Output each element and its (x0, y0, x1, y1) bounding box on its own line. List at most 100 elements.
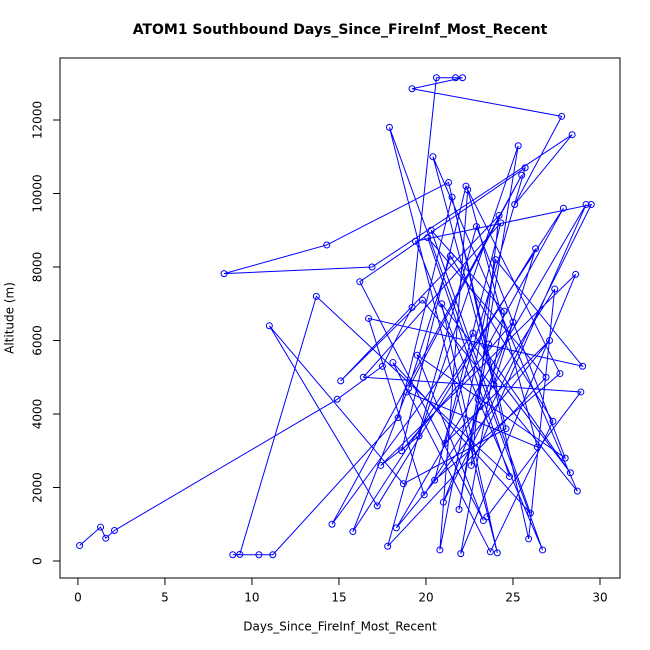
y-tick-label: 10000 (31, 174, 45, 212)
data-point (412, 237, 420, 245)
data-point (514, 142, 522, 150)
data-point (558, 112, 566, 120)
x-tick-label: 30 (592, 591, 607, 605)
data-point (229, 551, 237, 559)
data-point (265, 322, 273, 330)
x-axis-label: Days_Since_FireInf_Most_Recent (243, 620, 437, 634)
data-point (472, 223, 480, 231)
x-tick-label: 15 (331, 591, 346, 605)
data-point (582, 201, 590, 209)
data-point (368, 263, 376, 271)
data-point (441, 439, 449, 447)
data-point (539, 546, 547, 554)
data-point (526, 509, 534, 517)
x-tick-label: 10 (244, 591, 259, 605)
data-point (408, 303, 416, 311)
data-point (577, 388, 585, 396)
data-point (323, 241, 331, 249)
data-point (438, 300, 446, 308)
data-point (479, 517, 487, 525)
data-point (269, 551, 277, 559)
data-point (462, 182, 470, 190)
data-point (399, 480, 407, 488)
data-point (420, 491, 428, 499)
data-point (568, 131, 576, 139)
data-point (566, 469, 574, 477)
data-point (497, 219, 505, 227)
data-point (490, 381, 498, 389)
data-point (385, 123, 393, 131)
data-point (403, 388, 411, 396)
data-point (76, 542, 84, 550)
data-point (500, 307, 508, 315)
data-point (455, 506, 463, 514)
data-point (418, 296, 426, 304)
data-point (398, 447, 406, 455)
data-point (502, 425, 510, 433)
data-point (452, 74, 460, 82)
y-tick-label: 6000 (31, 325, 45, 356)
data-point (525, 535, 533, 543)
data-point (467, 461, 475, 469)
data-point (495, 212, 503, 220)
data-point (572, 270, 580, 278)
x-tick-label: 25 (505, 591, 520, 605)
data-point (389, 359, 397, 367)
data-point (445, 178, 453, 186)
data-point (505, 472, 513, 480)
data-point (392, 524, 400, 532)
data-point (459, 74, 467, 82)
y-tick-label: 12000 (31, 101, 45, 139)
data-point (377, 461, 385, 469)
data-point (436, 546, 444, 554)
data-point (405, 384, 413, 392)
data-point (349, 528, 357, 536)
data-point (408, 85, 416, 93)
data-point (448, 193, 456, 201)
data-point (102, 534, 110, 542)
data-point (521, 164, 529, 172)
data-point (337, 377, 345, 385)
data-point (236, 550, 244, 558)
data-point (220, 270, 228, 278)
data-point (483, 513, 491, 521)
data-point (333, 395, 341, 403)
data-point (579, 362, 587, 370)
data-point (474, 395, 482, 403)
data-point (413, 351, 421, 359)
data-point (464, 186, 472, 194)
x-tick-label: 20 (418, 591, 433, 605)
data-point (493, 549, 501, 557)
data-point (312, 292, 320, 300)
data-point (518, 171, 526, 179)
data-point (424, 234, 432, 242)
x-tick-label: 0 (74, 591, 82, 605)
y-tick-label: 0 (31, 557, 45, 565)
data-point (446, 252, 454, 260)
x-tick-label: 5 (161, 591, 169, 605)
data-point (384, 542, 392, 550)
data-point (509, 318, 517, 326)
data-point (551, 285, 559, 293)
data-point (439, 498, 447, 506)
data-point (457, 550, 465, 558)
data-point (469, 329, 477, 337)
data-point (486, 548, 494, 556)
data-point (561, 454, 569, 462)
data-point (356, 278, 364, 286)
data-point (549, 417, 557, 425)
data-point (559, 204, 567, 212)
data-point (415, 432, 423, 440)
data-point (97, 523, 105, 531)
data-point (373, 502, 381, 510)
data-point (492, 256, 500, 264)
chart-title: ATOM1 Southbound Days_Since_FireInf_Most… (133, 22, 548, 38)
data-point (511, 201, 519, 209)
data-point (476, 403, 484, 411)
data-point (427, 226, 435, 234)
y-axis-label: Altitude (m) (3, 282, 17, 354)
data-point (365, 314, 373, 322)
